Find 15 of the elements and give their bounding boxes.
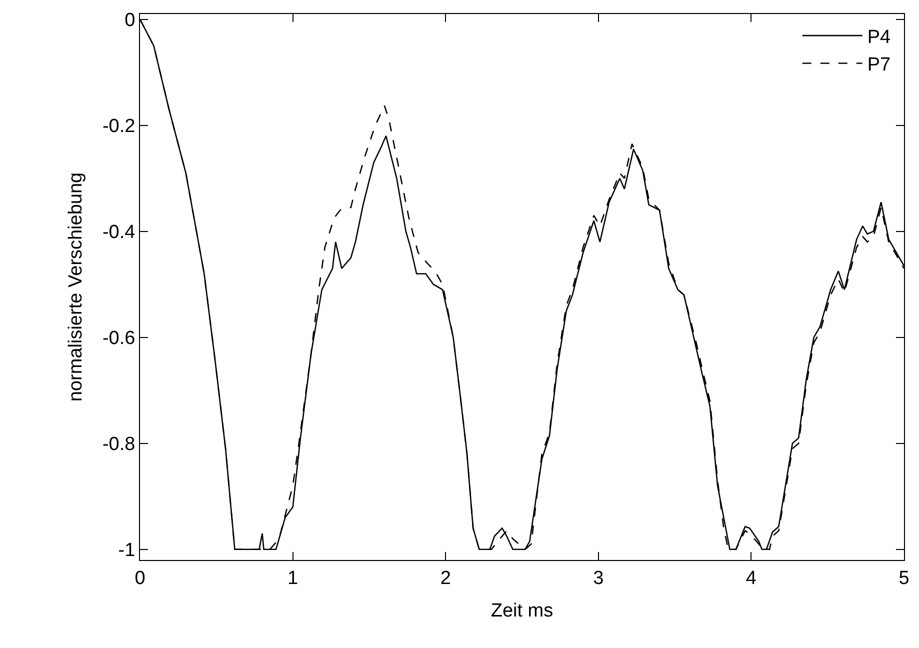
y-tick-label: -1 xyxy=(118,540,136,562)
y-tick-label: -0.4 xyxy=(102,222,136,243)
legend-label: P4 xyxy=(867,26,892,48)
y-axis-title: normalisierte Verschiebung xyxy=(65,172,86,402)
y-tick-label: 0 xyxy=(124,10,136,31)
x-tick-label: 2 xyxy=(440,568,451,589)
x-tick-label: 4 xyxy=(746,568,757,589)
y-tick-label: -0.2 xyxy=(102,116,136,137)
legend-label: P7 xyxy=(867,54,891,76)
x-tick-label: 1 xyxy=(288,568,298,589)
y-tick-label: -0.8 xyxy=(102,434,136,456)
y-tick-label: -0.6 xyxy=(102,328,136,350)
x-tick-label: 3 xyxy=(593,568,604,589)
x-tick-label: 5 xyxy=(898,568,910,589)
x-axis-title: Zeit ms xyxy=(490,600,554,622)
